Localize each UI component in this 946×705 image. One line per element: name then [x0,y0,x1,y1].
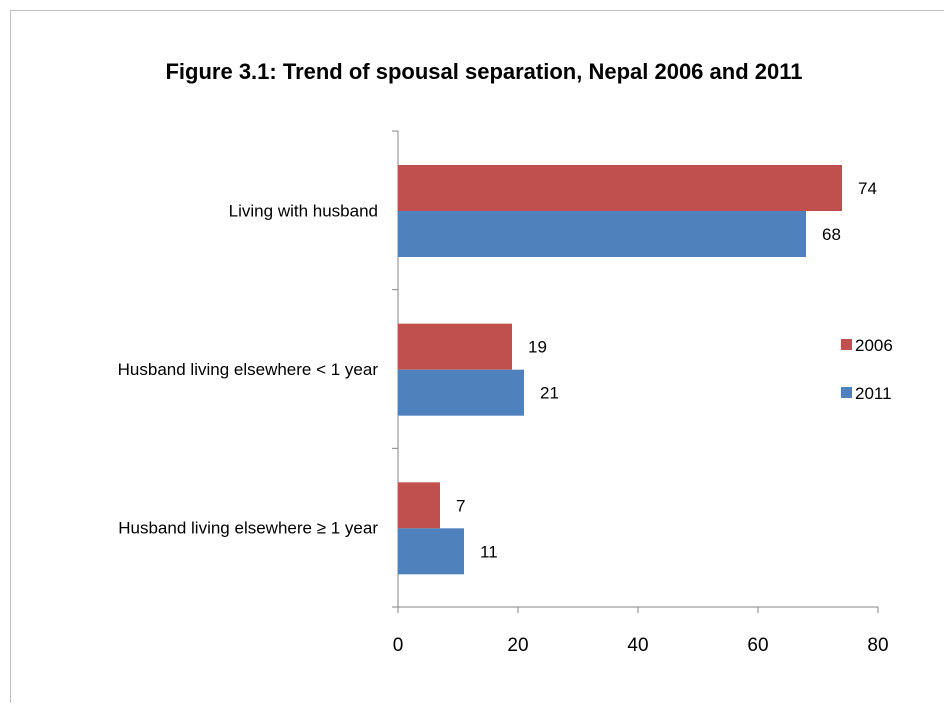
bar-2011 [398,211,806,257]
category-label: Husband living elsewhere < 1 year [118,360,379,379]
plot-area: 0 20 40 60 80 Living with husband Husband livi… [118,130,889,656]
bar-2006 [398,482,440,529]
bar-2011 [398,528,464,575]
bar-2011 [398,369,524,416]
data-label: 74 [858,179,877,198]
legend-label: 2006 [855,336,893,355]
bar-2006 [398,165,842,211]
data-label: 11 [480,542,498,561]
data-label: 19 [528,338,547,357]
data-label: 7 [456,496,465,515]
bar-2006 [398,323,512,370]
legend-swatch-2006 [841,339,852,350]
x-tick-label: 0 [393,635,404,656]
category-label: Living with husband [229,201,378,220]
legend-swatch-2011 [841,387,852,398]
data-label: 68 [822,225,841,244]
x-tick-label: 80 [867,635,888,656]
x-tick-label: 40 [627,635,648,656]
data-label: 21 [540,384,559,403]
x-tick-label: 60 [747,635,768,656]
legend-label: 2011 [855,384,892,403]
category-label: Husband living elsewhere ≥ 1 year [118,519,378,538]
legend: 2006 2011 [841,336,893,403]
chart-frame [10,10,944,703]
chart-title: Figure 3.1: Trend of spousal separation,… [165,59,802,84]
x-tick-label: 20 [507,635,528,656]
